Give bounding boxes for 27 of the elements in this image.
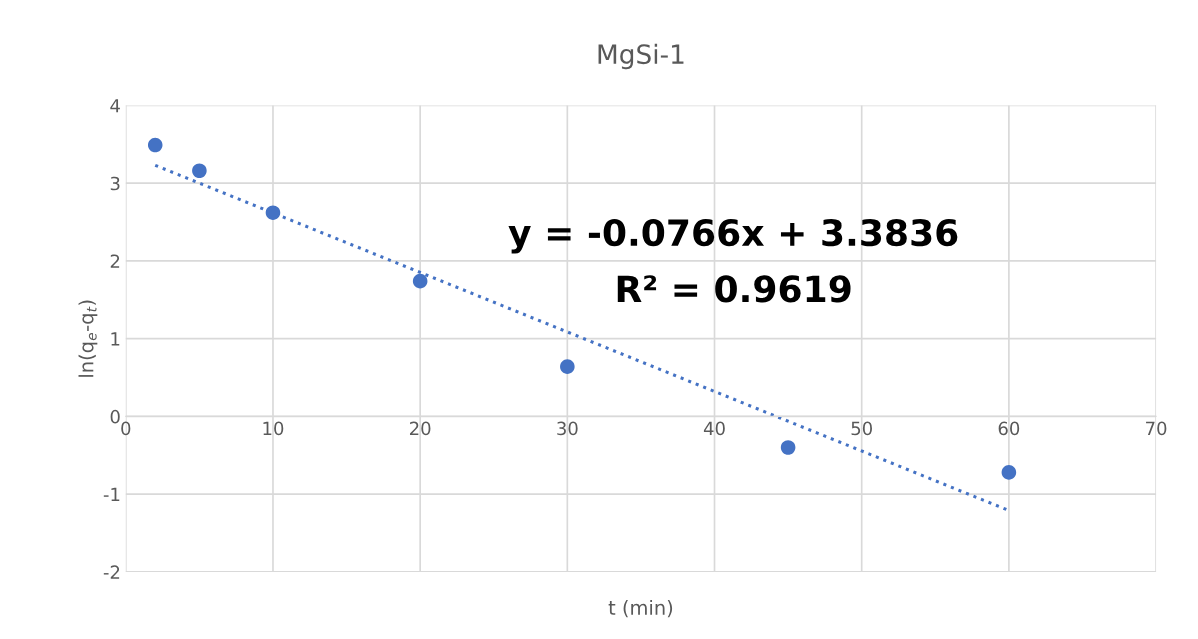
x-tick-label: 70 [1146, 421, 1167, 436]
point [1001, 465, 1017, 480]
point [560, 359, 575, 374]
x-tick-label: 60 [998, 421, 1020, 436]
y-tick-label: 3 [110, 176, 120, 191]
x-axis-title: t (min) [608, 599, 673, 618]
y-tick-label: 2 [110, 254, 120, 268]
x-tick-label: 40 [703, 421, 725, 436]
x-tick-label: 30 [557, 421, 578, 436]
x-tick-label: 0 [121, 421, 131, 436]
y-tick-label: 0 [110, 409, 120, 424]
annotation: R² = 0.9619 [617, 275, 851, 303]
point [265, 205, 281, 221]
y-tick-label: 4 [110, 99, 120, 113]
y-tick-label: -1 [103, 487, 120, 502]
point [147, 137, 163, 153]
x-tick-label: 50 [851, 421, 872, 436]
x-tick-label: 10 [263, 421, 284, 436]
chart-title: MgSi-1 [598, 43, 684, 70]
annotation: y = -0.0766x + 3.3836 [508, 218, 958, 254]
y-tick-label: 1 [111, 332, 120, 346]
y-tick-label: -2 [103, 565, 120, 579]
point [412, 273, 428, 289]
point [780, 440, 796, 455]
y-axis-title: ln(q$_{e}$-q$_{t}$) [78, 300, 98, 377]
point [192, 163, 207, 179]
x-tick-label: 20 [409, 421, 431, 436]
